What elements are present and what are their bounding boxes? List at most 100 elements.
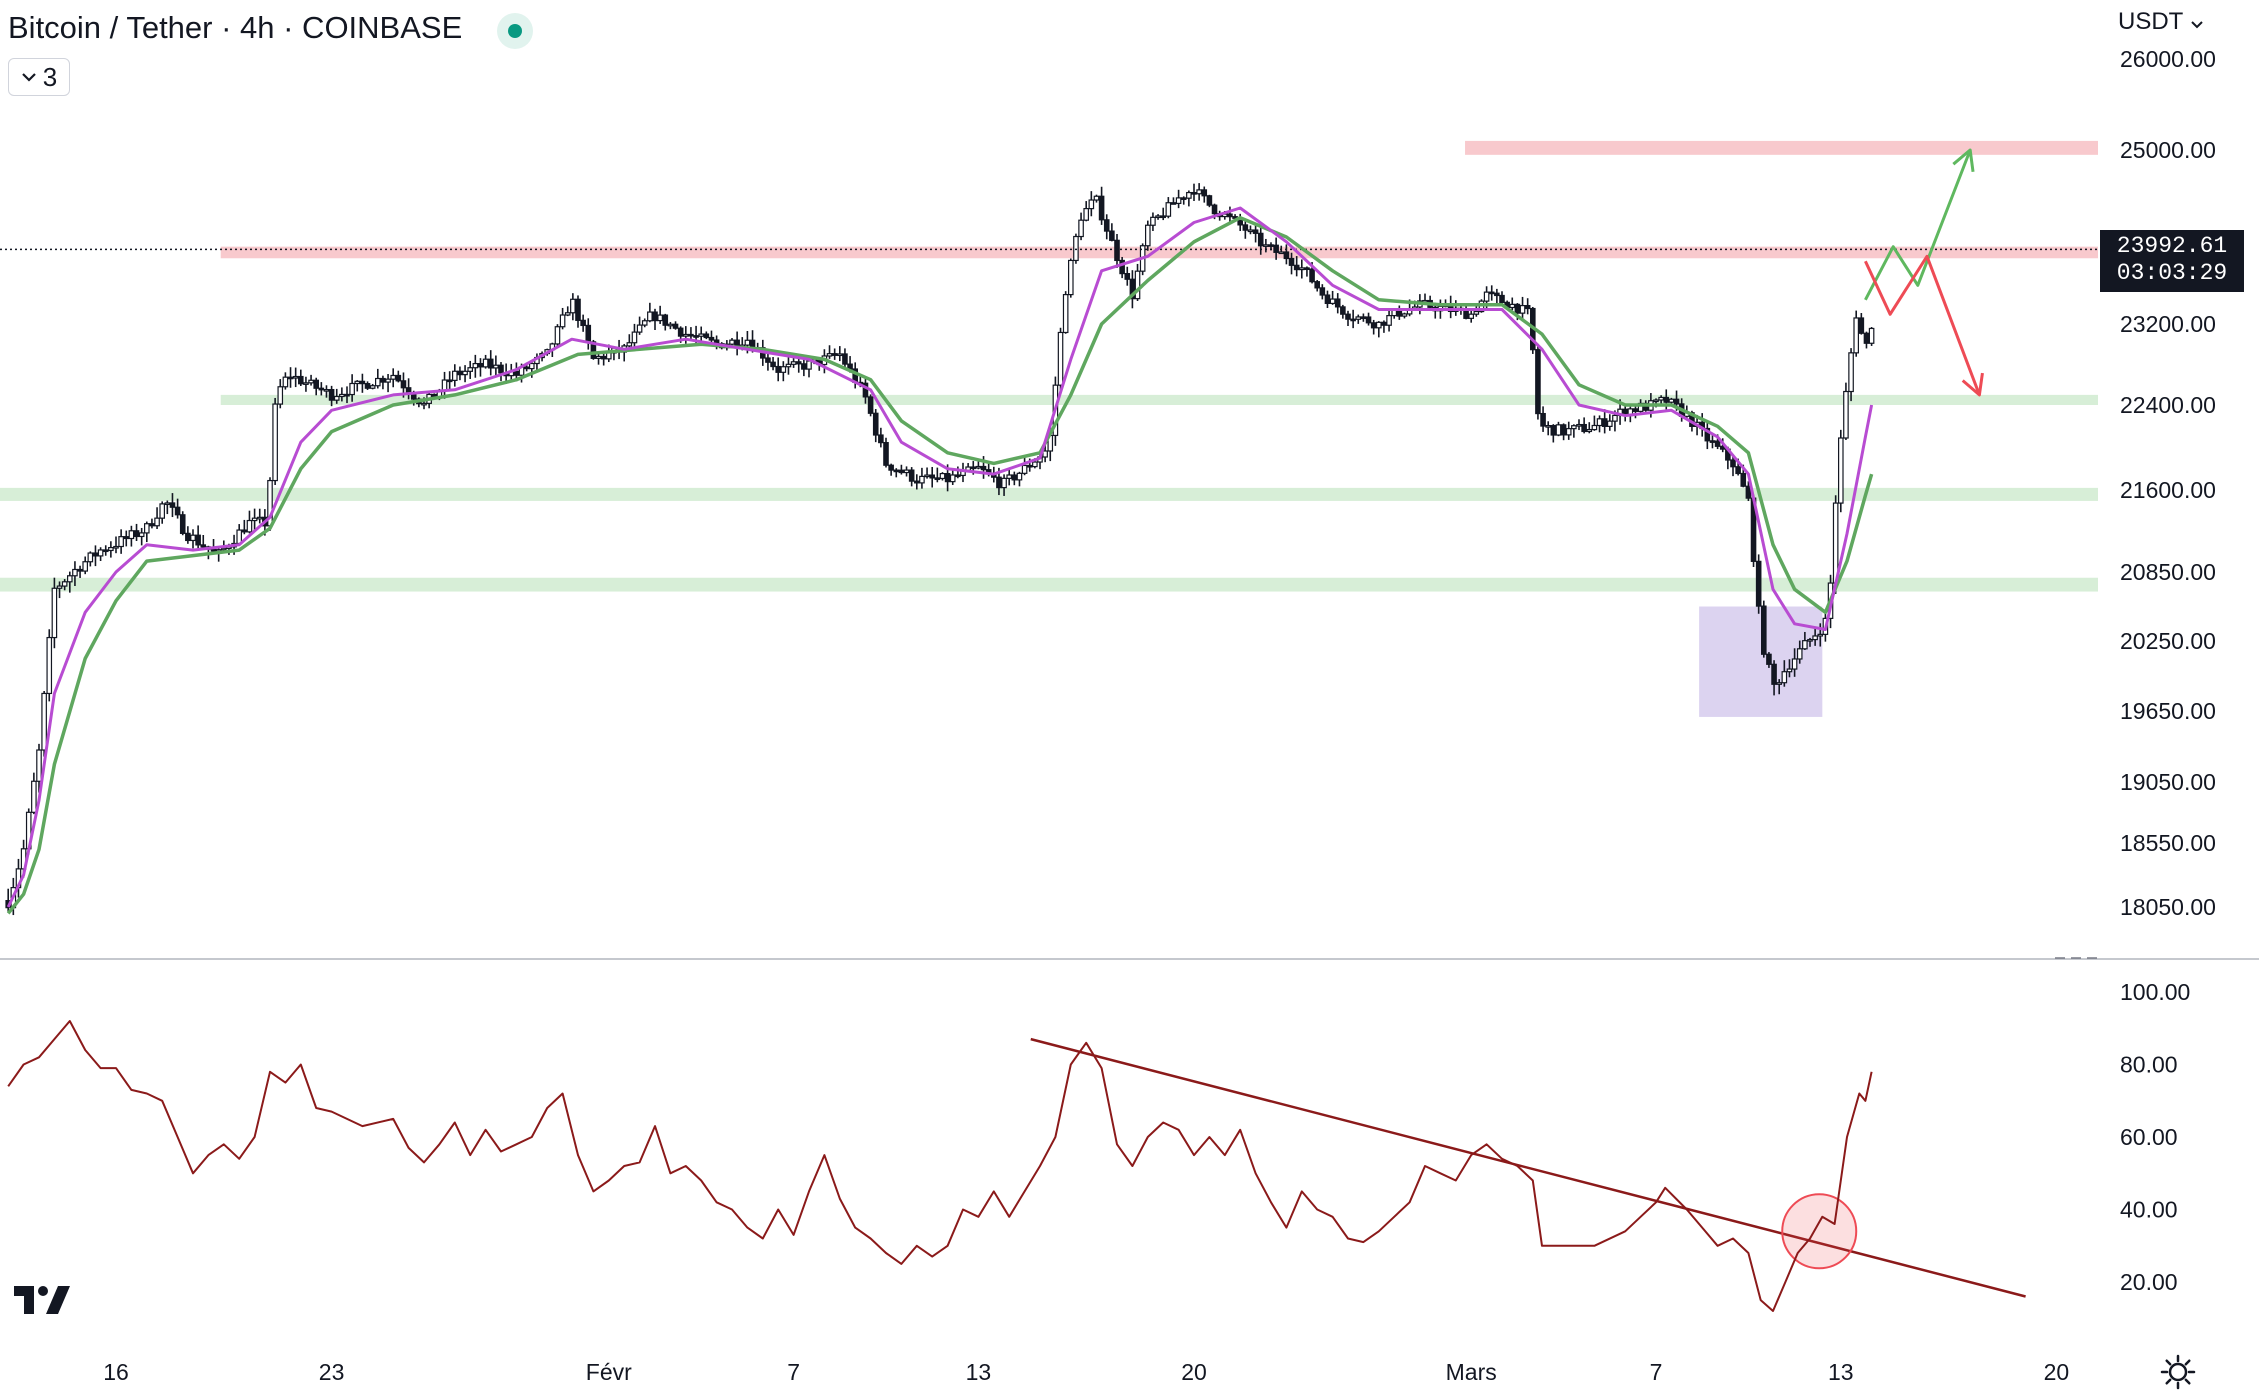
candle-body (657, 314, 663, 322)
candle-body (934, 477, 941, 481)
candle-body (1576, 423, 1582, 427)
candle-body (1591, 424, 1598, 431)
candle-body (1329, 298, 1336, 305)
ema-slow-line (6, 215, 1874, 915)
rsi-layer (0, 958, 2259, 1312)
candle-body (1760, 605, 1767, 655)
candle-body (1601, 418, 1608, 427)
candle-body (51, 587, 58, 639)
candle-body (1180, 197, 1187, 200)
rsi-tick-label: 40.00 (2120, 1197, 2178, 1223)
candle-body (72, 568, 78, 577)
candle-body (1278, 251, 1285, 255)
candle-body (1340, 306, 1346, 315)
candle-body (1298, 267, 1305, 271)
candle-body (919, 475, 925, 484)
candle-body (1186, 191, 1192, 199)
candle-body (785, 363, 792, 368)
candle-body (113, 545, 119, 549)
date-tick-label: 20 (1181, 1359, 1207, 1385)
candle-body (282, 376, 289, 388)
candle-body (1268, 244, 1274, 247)
candle-body (1766, 653, 1772, 665)
candle-body (975, 465, 982, 469)
candle-body (221, 547, 227, 551)
candle-body (1304, 267, 1310, 271)
candle-body (1704, 427, 1711, 442)
gear-icon[interactable] (2158, 1352, 2198, 1392)
candle-body (1263, 244, 1269, 247)
candle-body (1365, 316, 1372, 324)
candle-body (482, 358, 489, 368)
candle-body (452, 370, 458, 381)
candle-body (256, 516, 263, 520)
candle-body (1375, 321, 1382, 329)
candle-body (1730, 459, 1736, 468)
candle-body (1201, 189, 1208, 197)
candle-body (1586, 428, 1593, 433)
candle-body (605, 352, 612, 360)
rsi-tick-label: 60.00 (2120, 1124, 2178, 1150)
candle-body (1026, 464, 1033, 468)
support-zone (0, 487, 2098, 501)
candle-body (1483, 291, 1490, 302)
candle-body (888, 464, 894, 471)
candle-body (1540, 412, 1546, 427)
candle-body (400, 380, 407, 389)
candle-body (1191, 191, 1197, 195)
candle-body (600, 355, 607, 360)
candle-body (1114, 239, 1120, 262)
chart-title[interactable]: Bitcoin / Tether · 4h · COINBASE (8, 10, 463, 45)
candle-body (1355, 316, 1362, 320)
candle-body (893, 469, 900, 473)
candle-body (575, 298, 581, 321)
candle-body (308, 379, 314, 384)
candle-body (1032, 461, 1038, 468)
candle-body (1293, 264, 1300, 271)
candle-body (872, 412, 879, 436)
candle-body (364, 383, 371, 389)
candle-body (1324, 294, 1331, 305)
candle-body (595, 355, 602, 359)
last-price-badge: 23992.61 03:03:29 (2100, 230, 2244, 292)
candle-body (878, 434, 884, 444)
candle-body (1062, 294, 1069, 334)
tradingview-logo-icon[interactable] (12, 1280, 74, 1320)
resistance-zone (1465, 140, 2098, 155)
candle-body (913, 480, 920, 484)
candle-body (1843, 390, 1849, 439)
price-tick-label: 20250.00 (2120, 628, 2216, 654)
candle-body (1144, 224, 1151, 247)
candle-body (1252, 229, 1259, 234)
candle-body (493, 364, 499, 369)
candle-body (1555, 424, 1562, 436)
demand-box (1699, 606, 1823, 717)
projection-layer (1864, 148, 1984, 397)
currency-selector[interactable]: USDT (2118, 8, 2204, 36)
candle-body (1098, 195, 1105, 221)
candle-body (92, 552, 99, 557)
chevron-down-icon (21, 73, 36, 82)
candle-body (1401, 313, 1408, 317)
breakout-highlight-circle (1781, 1193, 1858, 1270)
candle-body (380, 377, 386, 383)
rsi-tick-label: 100.00 (2120, 979, 2190, 1005)
candle-body (82, 561, 89, 572)
candle-body (87, 552, 94, 563)
candle-body (1714, 440, 1721, 447)
candle-body (1257, 232, 1264, 247)
indicator-count: 3 (42, 61, 58, 92)
candle-body (903, 469, 910, 474)
candle-body (36, 749, 42, 782)
candle-body (944, 472, 951, 483)
axes-layer: 26000.00 25000.00 23200.00 22400.00 21600.00… (103, 46, 2216, 1385)
candle-body (636, 324, 643, 333)
candle-body (333, 395, 340, 401)
candle-body (1755, 560, 1762, 607)
indicator-toggle-button[interactable]: 3 (8, 58, 70, 96)
candle-body (641, 320, 648, 326)
candle-body (1073, 235, 1079, 262)
candle-body (1488, 291, 1495, 295)
candle-body (303, 382, 309, 385)
